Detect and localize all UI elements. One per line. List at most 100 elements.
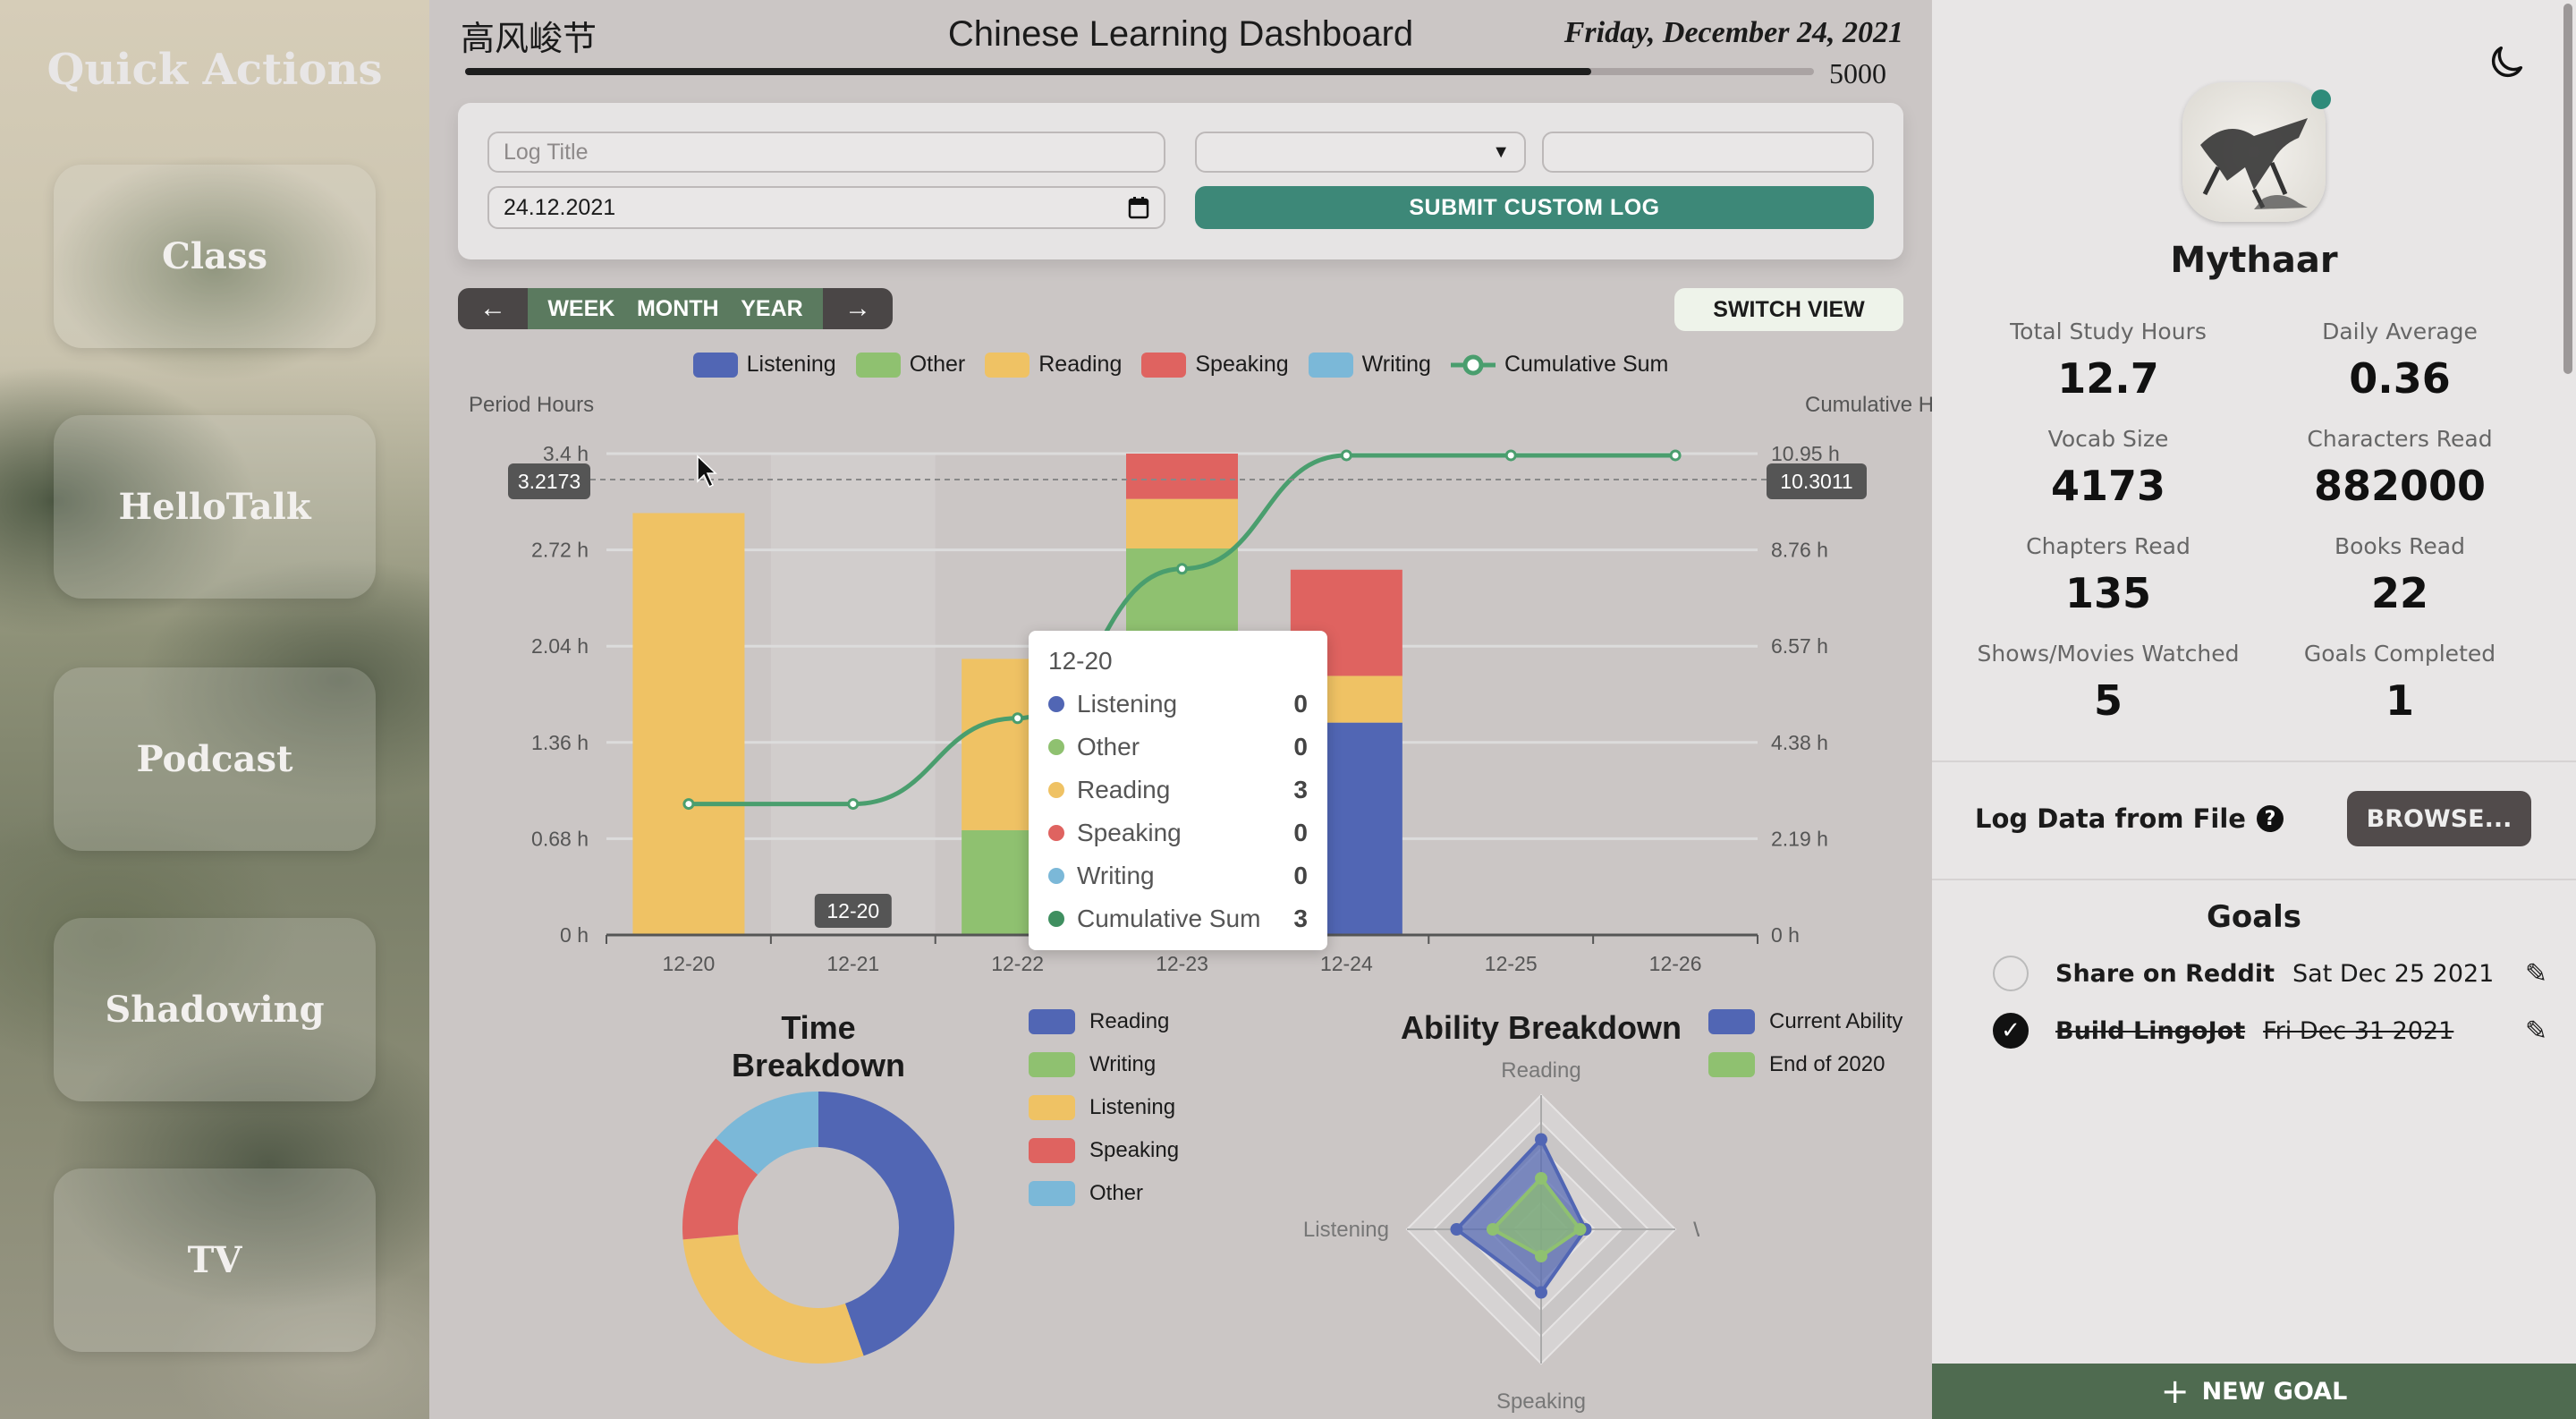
dark-mode-moon-icon[interactable] [2487, 41, 2528, 82]
quick-action-shadowing[interactable]: Shadowing [54, 918, 376, 1101]
new-goal-button[interactable]: + NEW GOAL [1932, 1364, 2576, 1419]
log-title-placeholder: Log Title [504, 139, 589, 165]
help-icon[interactable]: ? [2256, 805, 2284, 832]
quick-action-podcast[interactable]: Podcast [54, 667, 376, 851]
tab-week[interactable]: WEEK [547, 295, 615, 321]
log-from-file: Log Data from File ? [1975, 803, 2284, 834]
crosshair-right-label: 10.3011 [1780, 470, 1852, 493]
tooltip-row: Other 0 [1048, 726, 1308, 769]
x-tick-label: 12-25 [1485, 952, 1538, 975]
switch-view-button[interactable]: SWITCH VIEW [1674, 288, 1903, 331]
tooltip-value: 0 [1293, 862, 1308, 889]
quick-action-tv[interactable]: TV [54, 1168, 376, 1352]
donut-legend-item[interactable]: Listening [1029, 1095, 1179, 1120]
legend-speaking[interactable]: Speaking [1141, 352, 1289, 378]
tooltip-row: Speaking 0 [1048, 811, 1308, 854]
stat-value: 0.36 [2349, 354, 2451, 403]
hours-input[interactable] [1542, 132, 1874, 173]
divider [1932, 879, 2576, 880]
y-tick-label: 2.04 h [531, 634, 589, 658]
date-input[interactable]: 24.12.2021 [487, 186, 1165, 229]
legend-other[interactable]: Other [855, 352, 965, 378]
stat-value: 882000 [2313, 462, 2487, 510]
crosshair-right-label-bg [1767, 463, 1867, 499]
stat-label: Chapters Read [2026, 533, 2190, 559]
goal-checkbox-checked[interactable]: ✓ [1993, 1013, 2029, 1049]
tooltip-value: 3 [1293, 905, 1308, 932]
scrollbar[interactable] [2563, 4, 2572, 374]
chart-legend: Listening Other Reading Speaking Writing… [429, 352, 1932, 378]
x-tick-label: 12-24 [1320, 952, 1373, 975]
radar-point [1487, 1223, 1499, 1236]
quick-actions-sidebar: Quick Actions Class HelloTalk Podcast Sh… [0, 0, 429, 1419]
chinese-title: 高风峻节 [461, 19, 597, 58]
donut-legend-item[interactable]: Other [1029, 1181, 1179, 1206]
quick-action-class[interactable]: Class [54, 165, 376, 348]
ability-radar-chart: Reading Writing Speaking Listening [1303, 1058, 1699, 1414]
tooltip-dot [1048, 739, 1064, 755]
x-pointer-label: 12-20 [826, 899, 879, 922]
legend-label: Speaking [1089, 1138, 1180, 1162]
legend-label: Speaking [1195, 352, 1289, 377]
edit-pencil-icon[interactable]: ✎ [2524, 957, 2547, 990]
y2-tick-label: 0 h [1771, 923, 1800, 947]
legend-cumulative-sum[interactable]: Cumulative Sum [1450, 352, 1669, 378]
avatar[interactable] [2182, 82, 2326, 222]
prev-period-button[interactable]: ← [458, 288, 528, 329]
radar-legend-item[interactable]: Current Ability [1708, 1009, 1902, 1034]
tooltip-row: Writing 0 [1048, 854, 1308, 897]
arrow-left-icon: ← [479, 293, 506, 323]
ability-breakdown-title: Ability Breakdown [1400, 1009, 1682, 1046]
y-tick-label: 0.68 h [531, 827, 589, 850]
stat-value: 1 [2385, 676, 2414, 725]
tab-month[interactable]: MONTH [636, 295, 719, 321]
radar-legend-item[interactable]: End of 2020 [1708, 1052, 1902, 1077]
legend-swatch [1029, 1095, 1075, 1120]
radar-axis-label: Writing [1693, 1218, 1699, 1242]
stat-label: Shows/Movies Watched [1977, 641, 2240, 667]
tooltip-value: 0 [1293, 690, 1308, 718]
radar-axis-label: Reading [1501, 1058, 1580, 1083]
bar-reading-12-20 [632, 513, 745, 935]
tooltip-dot [1048, 825, 1064, 841]
legend-writing[interactable]: Writing [1308, 352, 1431, 378]
submit-custom-log-button[interactable]: SUBMIT CUSTOM LOG [1195, 186, 1874, 229]
calendar-icon[interactable] [1128, 196, 1149, 219]
cumulative-sum-line [688, 453, 1676, 807]
donut-legend-item[interactable]: Reading [1029, 1009, 1179, 1034]
edit-pencil-icon[interactable]: ✎ [2524, 1015, 2547, 1047]
legend-listening[interactable]: Listening [692, 352, 836, 378]
legend-label: Current Ability [1769, 1009, 1903, 1033]
tooltip-row: Reading 3 [1048, 769, 1308, 811]
tooltip-label: Writing [1077, 862, 1155, 889]
time-breakdown-legend: Reading Writing Listening Speaking Other [1029, 1009, 1179, 1224]
cumulative-sum-point [1012, 712, 1024, 725]
legend-label: Reading [1089, 1009, 1170, 1033]
tooltip-dot [1048, 868, 1064, 884]
legend-label: Cumulative Sum [1504, 352, 1669, 377]
donut-legend-item[interactable]: Speaking [1029, 1138, 1179, 1163]
donut-slice-reading [818, 1092, 954, 1356]
divider [1932, 760, 2576, 762]
next-period-button[interactable]: → [823, 288, 893, 329]
stat-label: Books Read [2334, 533, 2465, 559]
stat-label: Daily Average [2322, 319, 2478, 344]
log-title-input[interactable]: Log Title [487, 132, 1165, 173]
x-pointer-label-bg [814, 894, 892, 928]
legend-label: Reading [1038, 352, 1123, 377]
goal-checkbox[interactable] [1993, 956, 2029, 991]
donut-legend-item[interactable]: Writing [1029, 1052, 1179, 1077]
tooltip-title: 12-20 [1048, 647, 1113, 675]
category-select[interactable]: ▼ [1195, 132, 1526, 173]
goal-target: 5000 [1829, 57, 1886, 89]
tab-year[interactable]: YEAR [741, 295, 803, 321]
custom-log-form: Log Title ▼ 24.12.2021 SUBMIT CUSTOM LOG [458, 103, 1903, 259]
goal-progress-bar [465, 68, 1814, 75]
radar-point [1535, 1250, 1547, 1262]
cumulative-sum-point [1504, 449, 1517, 462]
legend-reading[interactable]: Reading [985, 352, 1122, 378]
radar-point [1535, 1172, 1547, 1185]
quick-action-hellotalk[interactable]: HelloTalk [54, 415, 376, 599]
mouse-cursor-icon [697, 455, 717, 489]
browse-button[interactable]: BROWSE... [2347, 791, 2531, 846]
